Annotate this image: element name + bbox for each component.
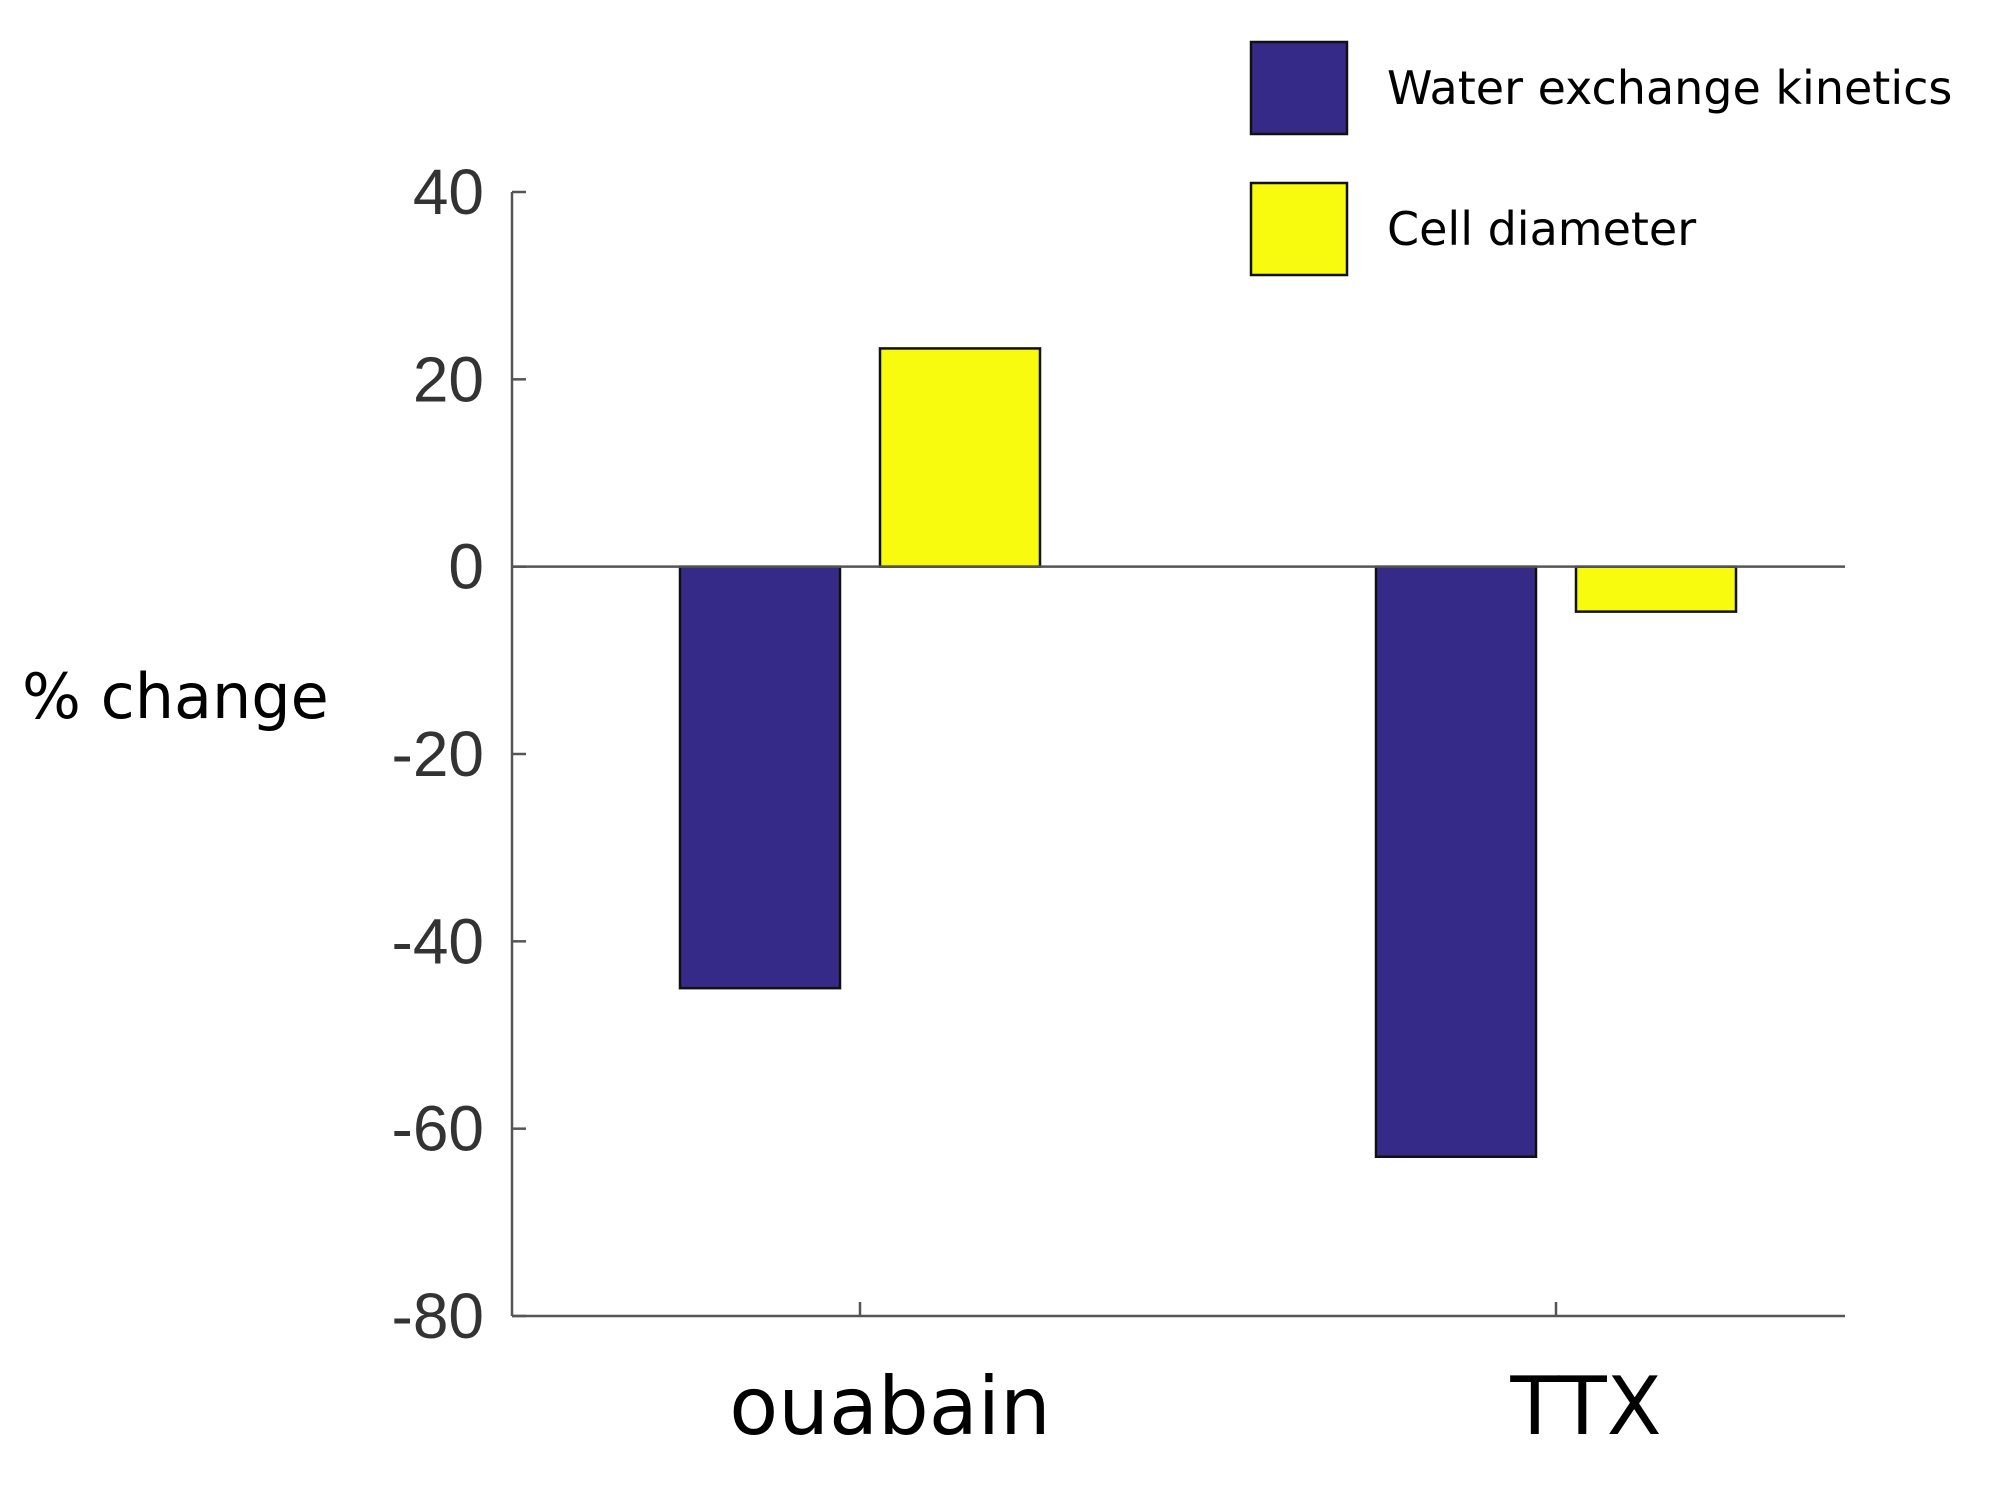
bar-ouabain-series-1 bbox=[678, 565, 842, 990]
bar-ttx-series-1 bbox=[1374, 565, 1538, 1159]
y-tick-label: -20 bbox=[392, 718, 485, 790]
y-axis: 40 20 0 -20 -40 -60 -80 bbox=[392, 156, 526, 1352]
plot-area bbox=[512, 347, 1845, 1159]
bar-ouabain-series-2 bbox=[878, 347, 1042, 568]
bar-ttx-series-2 bbox=[1574, 565, 1738, 613]
y-tick-label: -60 bbox=[392, 1093, 485, 1165]
x-category-label-ouabain: ouabain bbox=[729, 1360, 1050, 1453]
legend-swatch-1 bbox=[1249, 40, 1349, 136]
y-tick-label: -80 bbox=[392, 1280, 485, 1352]
y-tick-label: 20 bbox=[413, 343, 484, 415]
legend: Water exchange kinetics Cell diameter bbox=[1249, 40, 1952, 277]
y-tick-label: -40 bbox=[392, 905, 485, 977]
x-category-label-ttx: TTX bbox=[1509, 1360, 1661, 1453]
x-axis: ouabain TTX bbox=[512, 1302, 1845, 1453]
y-tick-label: 0 bbox=[448, 531, 484, 603]
legend-swatch-2 bbox=[1249, 181, 1349, 277]
legend-label-2: Cell diameter bbox=[1387, 202, 1696, 256]
y-tick-label: 40 bbox=[413, 156, 484, 228]
legend-label-1: Water exchange kinetics bbox=[1387, 61, 1952, 115]
y-axis-label: % change bbox=[22, 660, 329, 733]
